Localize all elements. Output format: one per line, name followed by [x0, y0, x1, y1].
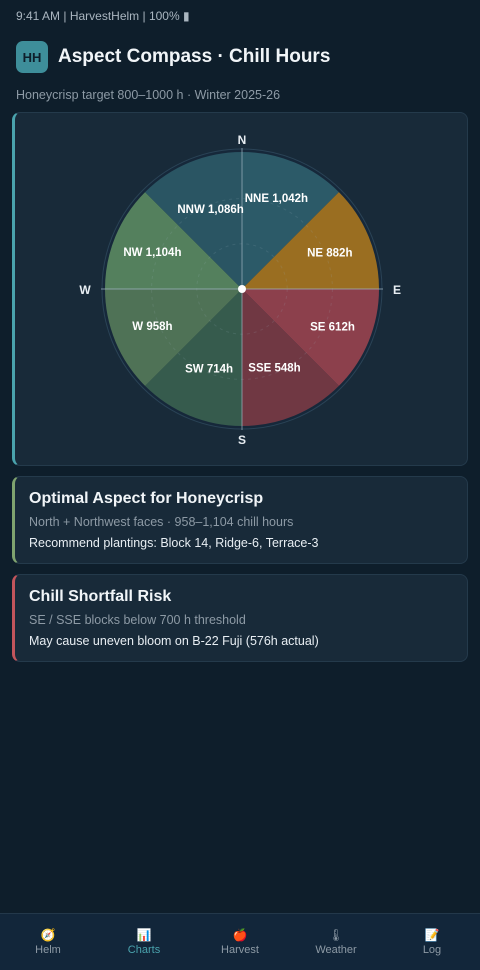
sector-sse	[242, 289, 339, 426]
tab-charts[interactable]: 📊 Charts	[96, 914, 192, 970]
compass-icon: 🧭	[40, 927, 56, 942]
tab-label: Harvest	[221, 943, 259, 956]
apple-icon: 🍎	[232, 927, 248, 942]
chill-shortfall-body: May cause uneven bloom on B-22 Fuji (576…	[29, 634, 319, 648]
tab-label: Helm	[35, 943, 61, 956]
chart-icon: 📊	[136, 927, 152, 942]
sector-nnw	[145, 151, 242, 289]
app-logo[interactable]: HH	[16, 41, 48, 73]
compass-label-s: S	[238, 433, 246, 447]
sector-label-nnw: NNW 1,086h	[177, 204, 243, 216]
tab-label: Log	[422, 943, 442, 956]
compass-label-n: N	[238, 133, 247, 147]
page-subtitle: Honeycrisp target 800–1000 h · Winter 20…	[16, 88, 281, 102]
thermometer-icon: 🌡	[328, 927, 344, 942]
sector-label-nne: NNE 1,042h	[245, 193, 308, 205]
sector-label-sse: SSE 548h	[248, 363, 300, 375]
bottom-tab-bar: 🧭 Helm 📊 Charts 🍎 Harvest 🌡 Weather 📝 Lo…	[0, 913, 480, 970]
sector-w	[104, 289, 242, 386]
sector-nne	[242, 151, 339, 289]
sector-ne	[242, 192, 380, 289]
compass-chart-card: NNE 1,042h NE 882h SE 612h SSE 548h SW 714h W…	[12, 112, 468, 466]
sector-label-ne: NE 882h	[307, 248, 352, 260]
tab-label: Weather	[315, 943, 357, 956]
optimal-aspect-recommendation: Recommend plantings: Block 14, Ridge-6, …	[29, 536, 319, 550]
chill-shortfall-title: Chill Shortfall Risk	[29, 588, 172, 605]
status-bar: 9:41 AM | HarvestHelm | 100% ▮	[16, 9, 190, 23]
sector-se	[242, 289, 379, 386]
tab-helm[interactable]: 🧭 Helm	[0, 914, 96, 970]
chill-shortfall-card[interactable]: Chill Shortfall Risk SE / SSE blocks bel…	[12, 574, 468, 662]
tab-harvest[interactable]: 🍎 Harvest	[192, 914, 288, 970]
sector-label-w: W 958h	[132, 321, 172, 333]
chill-shortfall-subtitle: SE / SSE blocks below 700 h threshold	[29, 613, 246, 627]
sector-nw	[104, 192, 242, 289]
sector-label-se: SE 612h	[310, 322, 355, 334]
notepad-icon: 📝	[424, 927, 440, 942]
center-dot	[238, 285, 246, 293]
tab-weather[interactable]: 🌡 Weather	[288, 914, 384, 970]
optimal-aspect-subtitle: North + Northwest faces · 958–1,104 chil…	[29, 515, 294, 529]
app-header: HH Aspect Compass · Chill Hours	[16, 41, 330, 73]
sector-label-sw: SW 714h	[185, 364, 233, 376]
tab-log[interactable]: 📝 Log	[384, 914, 480, 970]
sector-label-nw: NW 1,104h	[123, 247, 181, 259]
tab-label: Charts	[127, 943, 161, 956]
compass-label-w: W	[79, 283, 91, 297]
optimal-aspect-card[interactable]: Optimal Aspect for Honeycrisp North + No…	[12, 476, 468, 564]
page-title: Aspect Compass · Chill Hours	[58, 46, 331, 67]
compass-label-e: E	[393, 283, 401, 297]
sector-sw	[145, 289, 242, 426]
compass-chart: NNE 1,042h NE 882h SE 612h SSE 548h SW 714h W…	[79, 133, 401, 447]
optimal-aspect-title: Optimal Aspect for Honeycrisp	[29, 490, 264, 507]
